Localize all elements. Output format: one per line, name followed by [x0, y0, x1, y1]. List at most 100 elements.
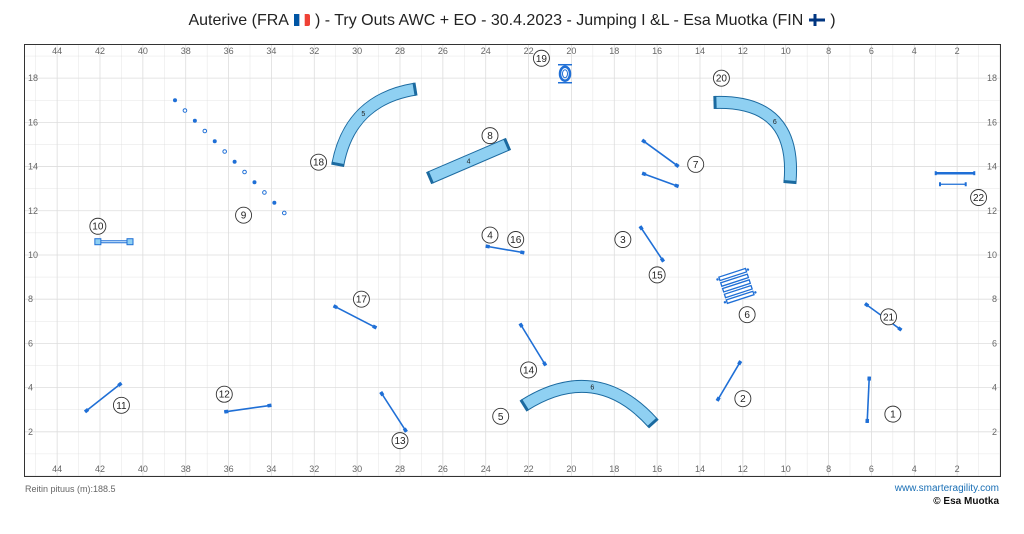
x-tick-label-bottom: 12: [738, 464, 748, 474]
tunnel-length-label: 6: [773, 119, 777, 126]
number-circle: [734, 390, 752, 408]
weave-pole: [262, 190, 267, 195]
number-label: 20: [716, 74, 728, 85]
y-tick-label-left: 18: [28, 73, 38, 83]
tunnel-entrance: [503, 137, 512, 152]
tunnel-entrance: [783, 179, 797, 185]
weave-pole: [222, 149, 227, 154]
tunnel-length-label: 4: [467, 159, 471, 166]
long-jump-board: [723, 284, 753, 299]
x-tick-label-bottom: 38: [181, 464, 191, 474]
obstacle-number: 3: [614, 231, 632, 248]
obstacles: 6 6 5 4: [83, 63, 976, 433]
x-tick-label-top: 36: [224, 46, 234, 56]
x-tick-label-top: 44: [52, 46, 62, 56]
number-circle: [712, 69, 730, 87]
jump-bar: [519, 323, 547, 366]
number-label: 4: [487, 231, 493, 242]
y-tick-label-left: 8: [28, 294, 33, 304]
long-jump-obstacle: [716, 267, 757, 305]
number-circle: [880, 308, 898, 326]
x-tick-label-bottom: 14: [695, 464, 705, 474]
jump-wing: [372, 324, 378, 330]
x-tick-label-bottom: 8: [826, 464, 831, 474]
tunnel-obstacle: 5: [331, 82, 418, 168]
tunnel-entrance: [519, 398, 530, 412]
x-tick-label-bottom: 2: [955, 464, 960, 474]
obstacle-number: 9: [235, 206, 253, 224]
x-tick-label-top: 10: [781, 46, 791, 56]
x-tick-label-bottom: 16: [652, 464, 662, 474]
jump-wing: [518, 322, 524, 328]
number-circle: [481, 226, 499, 244]
y-tick-label-left: 16: [28, 117, 38, 127]
x-tick-label-top: 34: [266, 46, 276, 56]
number-label: 18: [313, 158, 325, 169]
number-circle: [310, 153, 328, 171]
tunnel-outline: [714, 95, 798, 183]
jump-bar: [641, 172, 679, 188]
y-tick-label-left: 6: [28, 338, 33, 348]
y-tick-label-left: 14: [28, 162, 38, 172]
tunnel-body: [427, 139, 510, 183]
y-tick-label-left: 2: [28, 427, 33, 437]
tunnel-entrance: [412, 82, 418, 96]
jump-wing: [715, 396, 721, 402]
number-circle: [391, 432, 409, 450]
number-label: 22: [973, 193, 985, 204]
weave-pole: [281, 210, 287, 216]
copyright: © Esa Muotka: [933, 496, 999, 507]
x-tick-label-bottom: 22: [524, 464, 534, 474]
tunnel-entrance: [426, 171, 434, 185]
jump-wing: [485, 244, 490, 249]
number-circle: [648, 266, 666, 284]
obstacle-number: 19: [532, 49, 550, 67]
tire-inner: [562, 69, 568, 79]
jump-obstacle: [224, 403, 272, 414]
weave-pole: [192, 118, 197, 123]
number-label: 19: [536, 54, 548, 65]
x-tick-label-bottom: 4: [912, 464, 917, 474]
weave-pole: [252, 180, 257, 185]
jump-wing: [641, 171, 647, 177]
jump-wing: [641, 138, 647, 144]
jump-obstacle: [641, 171, 680, 189]
jump-wing: [674, 162, 680, 168]
y-tick-label-right: 6: [992, 338, 997, 348]
title-rest: ) - Try Outs AWC + EO - 30.4.2023 - Jump…: [314, 12, 804, 29]
y-tick-label-right: 4: [992, 383, 997, 393]
number-circle: [520, 361, 538, 379]
grid-lines: [25, 45, 1001, 477]
obstacle-number: 17: [352, 290, 370, 308]
number-circle: [614, 231, 632, 248]
tunnel-obstacle: 4: [426, 137, 512, 185]
x-tick-label-bottom: 28: [395, 464, 405, 474]
long-jump-marker: [723, 301, 727, 304]
title-main: Auterive (FRA: [188, 12, 289, 29]
weave-pole: [182, 108, 188, 113]
axis-ticks: 4444424240403838363634343232303028282626…: [28, 46, 997, 474]
x-tick-label-top: 8: [826, 46, 831, 56]
obstacle-number: 13: [391, 432, 409, 450]
jump-bar: [333, 305, 377, 329]
jump-bar: [224, 404, 272, 413]
number-label: 1: [890, 410, 896, 421]
tunnel-body: [521, 381, 657, 427]
number-label: 5: [498, 412, 504, 423]
jump-wing: [674, 183, 680, 189]
tire-obstacle: [558, 63, 572, 84]
obstacle-number: 4: [481, 226, 499, 244]
site-link[interactable]: www.smarteragility.com: [894, 483, 999, 494]
number-label: 17: [356, 295, 368, 306]
number-label: 12: [219, 390, 231, 401]
jump-wing: [897, 326, 903, 332]
x-tick-label-top: 6: [869, 46, 874, 56]
x-tick-label-bottom: 6: [869, 464, 874, 474]
long-jump-board: [721, 279, 752, 293]
number-label: 8: [487, 131, 493, 142]
x-tick-label-top: 38: [181, 46, 191, 56]
jump-obstacle: [83, 381, 123, 414]
jump-wing: [379, 391, 385, 397]
jump-wing: [737, 360, 743, 366]
